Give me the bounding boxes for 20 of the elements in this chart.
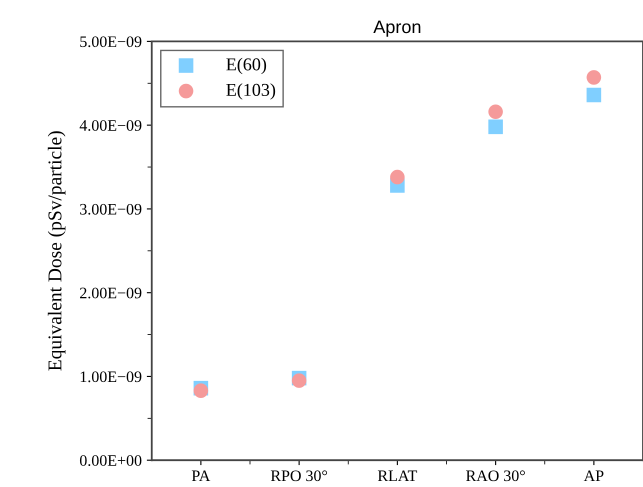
point xyxy=(586,88,602,102)
y-tick-label: 0.00E+00 xyxy=(80,455,142,466)
y-tick-label: 3.00E−09 xyxy=(80,204,142,215)
point xyxy=(488,120,503,134)
x-tick-label: PA xyxy=(192,470,210,482)
y-tick-label: 4.00E−09 xyxy=(80,120,142,131)
y-tick-label: 1.00E−09 xyxy=(80,371,142,382)
x-tick-label: RLAT xyxy=(378,470,418,482)
legend-label: E(103) xyxy=(226,83,276,100)
point xyxy=(390,170,405,184)
point xyxy=(488,104,503,120)
x-tick-label: RAO 30° xyxy=(466,470,525,482)
y-tick-label: 2.00E−09 xyxy=(80,288,142,298)
point xyxy=(586,70,602,85)
y-axis-title: Equivalent Dose (pSv/particle) xyxy=(48,131,66,371)
legend-label: E(60) xyxy=(226,58,266,74)
y-tick-label: 5.00E−09 xyxy=(80,36,142,48)
x-tick-label: RPO 30° xyxy=(270,470,328,482)
x-tick-label: AP xyxy=(584,470,604,482)
chart-title: Apron xyxy=(373,20,420,37)
